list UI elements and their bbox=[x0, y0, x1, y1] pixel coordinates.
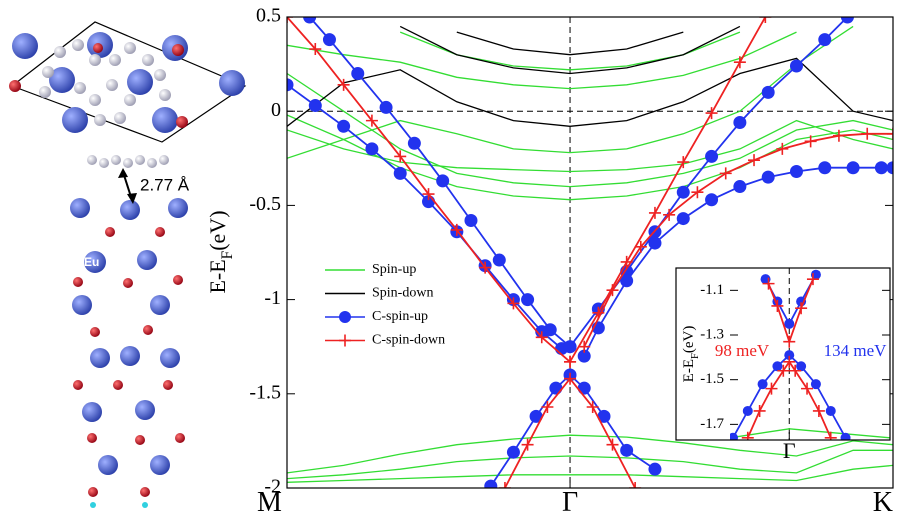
point bbox=[380, 101, 393, 114]
point bbox=[758, 379, 768, 389]
point bbox=[677, 186, 690, 199]
point bbox=[733, 116, 746, 129]
y-axis-label-part: (eV) bbox=[681, 326, 697, 353]
point bbox=[436, 174, 449, 187]
arrow-head bbox=[118, 168, 128, 178]
atom-label: Eu bbox=[84, 255, 99, 269]
point bbox=[784, 319, 794, 329]
point bbox=[841, 433, 851, 443]
point bbox=[521, 293, 534, 306]
point bbox=[705, 193, 718, 206]
y-tick-label: -1.1 bbox=[700, 282, 724, 298]
point bbox=[875, 161, 888, 174]
y-tick-label: -1 bbox=[264, 287, 281, 309]
point bbox=[337, 120, 350, 133]
y-tick-label: -1.7 bbox=[700, 416, 724, 432]
point bbox=[549, 382, 562, 395]
y-axis-label: E-EF(eV) bbox=[205, 210, 236, 293]
point bbox=[484, 480, 497, 493]
point bbox=[365, 142, 378, 155]
point bbox=[607, 439, 619, 451]
point bbox=[309, 99, 322, 112]
point bbox=[564, 340, 577, 353]
point bbox=[323, 33, 336, 46]
point bbox=[507, 446, 520, 459]
point bbox=[762, 171, 775, 184]
figure: 2.77 Å Eu 0.50-0.5-1-1.5-2MΓKE-EF(eV)Spi… bbox=[0, 0, 904, 531]
point bbox=[720, 167, 732, 179]
legend-marker bbox=[339, 311, 351, 323]
point bbox=[733, 180, 746, 193]
band-line bbox=[287, 465, 893, 482]
x-tick-label: Γ bbox=[783, 438, 796, 463]
point bbox=[748, 154, 760, 166]
point bbox=[677, 156, 689, 168]
point bbox=[811, 379, 821, 389]
point bbox=[648, 237, 661, 250]
legend-label: C-spin-up bbox=[372, 309, 428, 324]
point bbox=[847, 161, 860, 174]
y-axis-label-part: E-E bbox=[681, 359, 697, 382]
point bbox=[408, 137, 421, 150]
point bbox=[790, 165, 803, 178]
x-tick-label: M bbox=[257, 487, 282, 518]
point bbox=[818, 161, 831, 174]
y-tick-label: -1.5 bbox=[700, 371, 724, 387]
x-tick-label: Γ bbox=[562, 487, 578, 518]
legend-label: C-spin-down bbox=[372, 333, 445, 348]
point bbox=[762, 86, 775, 99]
band-line bbox=[287, 435, 893, 473]
legend-marker bbox=[339, 335, 351, 347]
distance-label: 2.77 Å bbox=[140, 175, 190, 194]
y-tick-label: 0 bbox=[271, 99, 281, 121]
point bbox=[734, 56, 746, 68]
point bbox=[649, 207, 661, 219]
point bbox=[796, 361, 806, 371]
legend-label: Spin-up bbox=[372, 262, 416, 277]
y-axis-label-part: E-E bbox=[205, 259, 230, 293]
y-tick-label: -0.5 bbox=[249, 193, 281, 215]
y-axis-label-part: (eV) bbox=[205, 210, 230, 250]
x-tick-label: K bbox=[873, 487, 893, 518]
point bbox=[743, 406, 753, 416]
point bbox=[578, 382, 591, 395]
point bbox=[790, 59, 803, 72]
annotation: 98 meV bbox=[715, 341, 770, 360]
point bbox=[826, 406, 836, 416]
y-tick-label: -1.5 bbox=[249, 381, 281, 403]
point bbox=[705, 150, 718, 163]
point bbox=[351, 67, 364, 80]
point bbox=[772, 361, 782, 371]
y-tick-label: 0.5 bbox=[256, 5, 281, 27]
point bbox=[394, 167, 407, 180]
point bbox=[464, 214, 477, 227]
point bbox=[706, 107, 718, 119]
point bbox=[677, 212, 690, 225]
page: {"structure": {"distance_label": "2.77 Å… bbox=[0, 0, 904, 531]
annotation: 134 meV bbox=[824, 341, 888, 360]
point bbox=[620, 444, 633, 457]
legend-label: Spin-down bbox=[372, 286, 433, 301]
point bbox=[818, 33, 831, 46]
point bbox=[648, 463, 661, 476]
point bbox=[493, 254, 506, 267]
point bbox=[805, 135, 817, 147]
y-axis-label-part: F bbox=[219, 251, 236, 260]
point bbox=[578, 341, 590, 353]
point bbox=[522, 439, 534, 451]
point bbox=[861, 128, 873, 140]
